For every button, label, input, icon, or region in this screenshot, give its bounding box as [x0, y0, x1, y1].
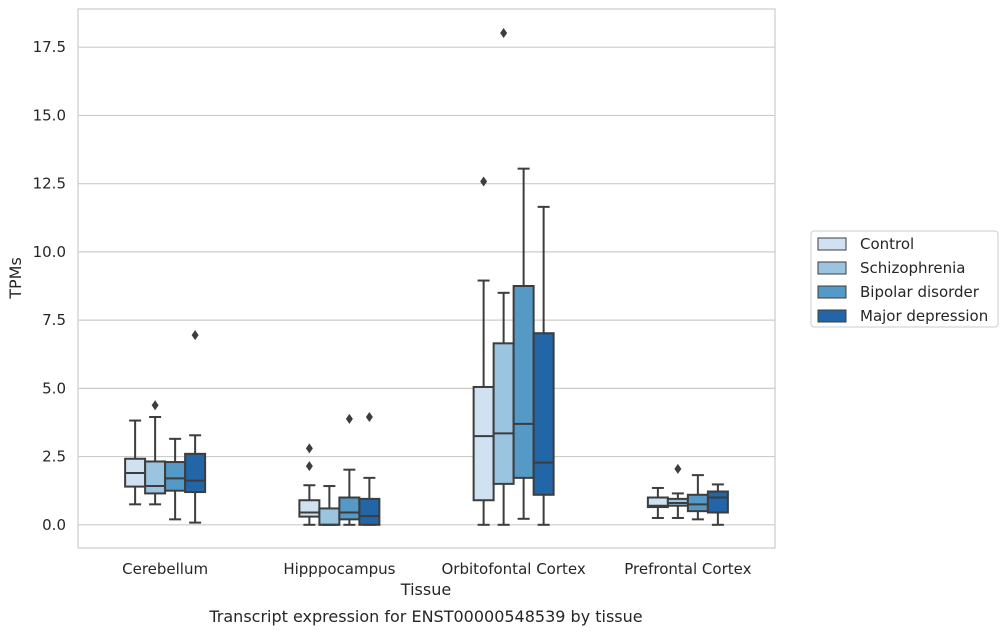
outlier-point: [305, 443, 313, 454]
y-tick-label: 5.0: [42, 379, 66, 397]
outlier-point: [674, 463, 682, 474]
x-tick-label: Prefrontal Cortex: [624, 560, 751, 578]
box-bipolar-disorder: [512, 167, 535, 520]
x-tick-label: Orbitofontal Cortex: [442, 560, 586, 578]
y-tick-label: 0.0: [42, 516, 66, 534]
chart-caption: Transcript expression for ENST0000054853…: [208, 607, 642, 626]
box-bipolar-disorder: [338, 413, 361, 526]
plot-frame: [77, 8, 776, 549]
outlier-point: [480, 176, 488, 187]
grid-lines: [78, 46, 775, 526]
box-plot-marks: [124, 28, 729, 526]
x-axis-ticks: Cerebellum Hipppocampus Orbitofontal Corte…: [122, 560, 751, 578]
box-major-depression: [184, 330, 207, 524]
y-tick-label: 7.5: [42, 311, 66, 329]
box-major-depression: [358, 412, 381, 526]
box-control: [472, 176, 495, 526]
legend-label: Major depression: [860, 307, 988, 325]
box-schizophrenia: [492, 28, 515, 526]
legend-swatch: [817, 285, 847, 299]
legend-label: Bipolar disorder: [860, 283, 980, 301]
box-iqr: [164, 461, 187, 492]
y-axis-label: TPMs: [6, 257, 25, 300]
legend-label: Schizophrenia: [860, 259, 965, 277]
box-iqr: [492, 342, 515, 485]
box-control: [298, 443, 321, 526]
x-tick-label: Hipppocampus: [283, 560, 395, 578]
y-tick-label: 12.5: [33, 175, 66, 193]
box-iqr: [512, 285, 535, 479]
box-schizophrenia: [318, 485, 341, 526]
box-iqr: [686, 493, 709, 513]
outlier-point: [345, 413, 353, 424]
y-tick-label: 2.5: [42, 448, 66, 466]
legend-swatch: [817, 237, 847, 251]
box-iqr: [298, 499, 321, 518]
box-iqr: [338, 496, 361, 521]
box-schizophrenia: [144, 400, 167, 506]
box-control: [124, 419, 147, 506]
outlier-point: [365, 412, 373, 423]
box-iqr: [318, 507, 341, 526]
box-iqr: [358, 497, 381, 526]
box-control: [646, 486, 669, 519]
outlier-point: [305, 461, 313, 472]
outlier-point: [151, 400, 159, 411]
legend-swatch: [817, 261, 847, 275]
box-iqr: [532, 332, 555, 496]
box-iqr: [184, 452, 207, 494]
y-tick-label: 10.0: [33, 243, 66, 261]
box-schizophrenia: [666, 463, 689, 519]
legend-label: Control: [860, 235, 914, 253]
box-iqr: [472, 385, 495, 502]
legend-swatch: [817, 309, 847, 323]
box-major-depression: [706, 483, 729, 526]
legend: Control Schizophrenia Bipolar disorder Majo…: [810, 230, 999, 328]
outlier-point: [500, 28, 508, 39]
y-axis-ticks: 0.0 2.5 5.0 7.5 10.0 12.5 15.0 17.5: [33, 38, 66, 534]
y-tick-label: 15.0: [33, 106, 66, 124]
box-bipolar-disorder: [164, 437, 187, 521]
outlier-point: [191, 330, 199, 341]
box-bipolar-disorder: [686, 474, 709, 521]
legend-frame: [810, 230, 999, 328]
y-tick-label: 17.5: [33, 38, 66, 56]
box-major-depression: [532, 205, 555, 526]
box-iqr: [144, 460, 167, 495]
box-iqr: [706, 490, 729, 514]
x-tick-label: Cerebellum: [122, 560, 208, 578]
x-axis-label: Tissue: [400, 580, 451, 599]
